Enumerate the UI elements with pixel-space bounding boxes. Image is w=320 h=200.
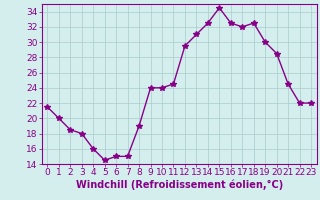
X-axis label: Windchill (Refroidissement éolien,°C): Windchill (Refroidissement éolien,°C) xyxy=(76,180,283,190)
